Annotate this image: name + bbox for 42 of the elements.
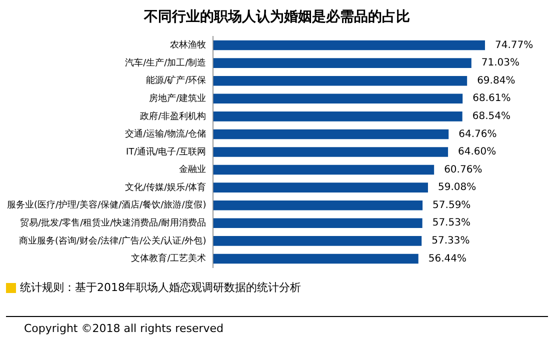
data-label: 56.44% (428, 253, 467, 264)
y-tick-label: 政府/非盈利机构 (140, 110, 206, 122)
data-label: 68.61% (472, 93, 511, 104)
chart-title: 不同行业的职场人认为婚姻是必需品的占比 (142, 8, 411, 27)
y-tick-label: 能源/矿产/环保 (146, 75, 206, 86)
bar (213, 164, 434, 175)
y-tick-label: 房地产/建筑业 (149, 92, 206, 104)
data-label: 71.03% (481, 58, 520, 69)
bar (213, 236, 422, 246)
y-tick-label: 农林渔牧 (170, 40, 206, 51)
data-label: 57.33% (432, 236, 470, 247)
bar (213, 129, 449, 140)
y-tick-label: 贸易/批发/零售/租赁业/快速消费品/耐用消费品 (20, 217, 206, 228)
data-label: 68.54% (472, 111, 510, 122)
data-label: 64.76% (458, 128, 497, 140)
y-tick-label: 商业服务(咨询/财会/法律/广告/公关/认证/外包) (19, 235, 206, 246)
y-tick-label: 交通/运输/物流/仓储 (125, 128, 206, 140)
text: Copyright ©2018 all rights reserved (24, 322, 224, 335)
data-label: 57.59% (432, 200, 471, 211)
y-tick-label: 文化/传媒/娱乐/体育 (125, 182, 206, 193)
y-tick-label: 汽车/生产/加工/制造 (125, 57, 206, 68)
text: 统计规则：基于2018年职场人婚恋观调研数据的统计分析 (20, 280, 301, 295)
bar (213, 218, 422, 228)
data-label: 57.53% (432, 218, 470, 229)
bar (213, 76, 468, 86)
y-tick-label: IT/通讯/电子/互联网 (126, 146, 206, 158)
data-label: 59.08% (438, 182, 476, 194)
data-label: 74.77% (494, 40, 534, 51)
bar (213, 147, 448, 157)
bar (213, 254, 418, 264)
y-tick-label: 金融业 (179, 164, 206, 176)
bar (213, 94, 463, 104)
bar (213, 40, 485, 50)
y-tick-label: 文体教育/工艺美术 (131, 253, 206, 264)
bar (213, 200, 423, 210)
y-tick-label: 服务业(医疗/护理/美容/保健/酒店/餐饮/旅游/度假) (7, 200, 206, 211)
data-label: 69.84% (477, 75, 516, 86)
data-label: 64.60% (458, 146, 496, 158)
data-label: 60.76% (444, 164, 482, 176)
bar (213, 112, 462, 122)
bar (213, 182, 428, 192)
bar (213, 58, 472, 68)
